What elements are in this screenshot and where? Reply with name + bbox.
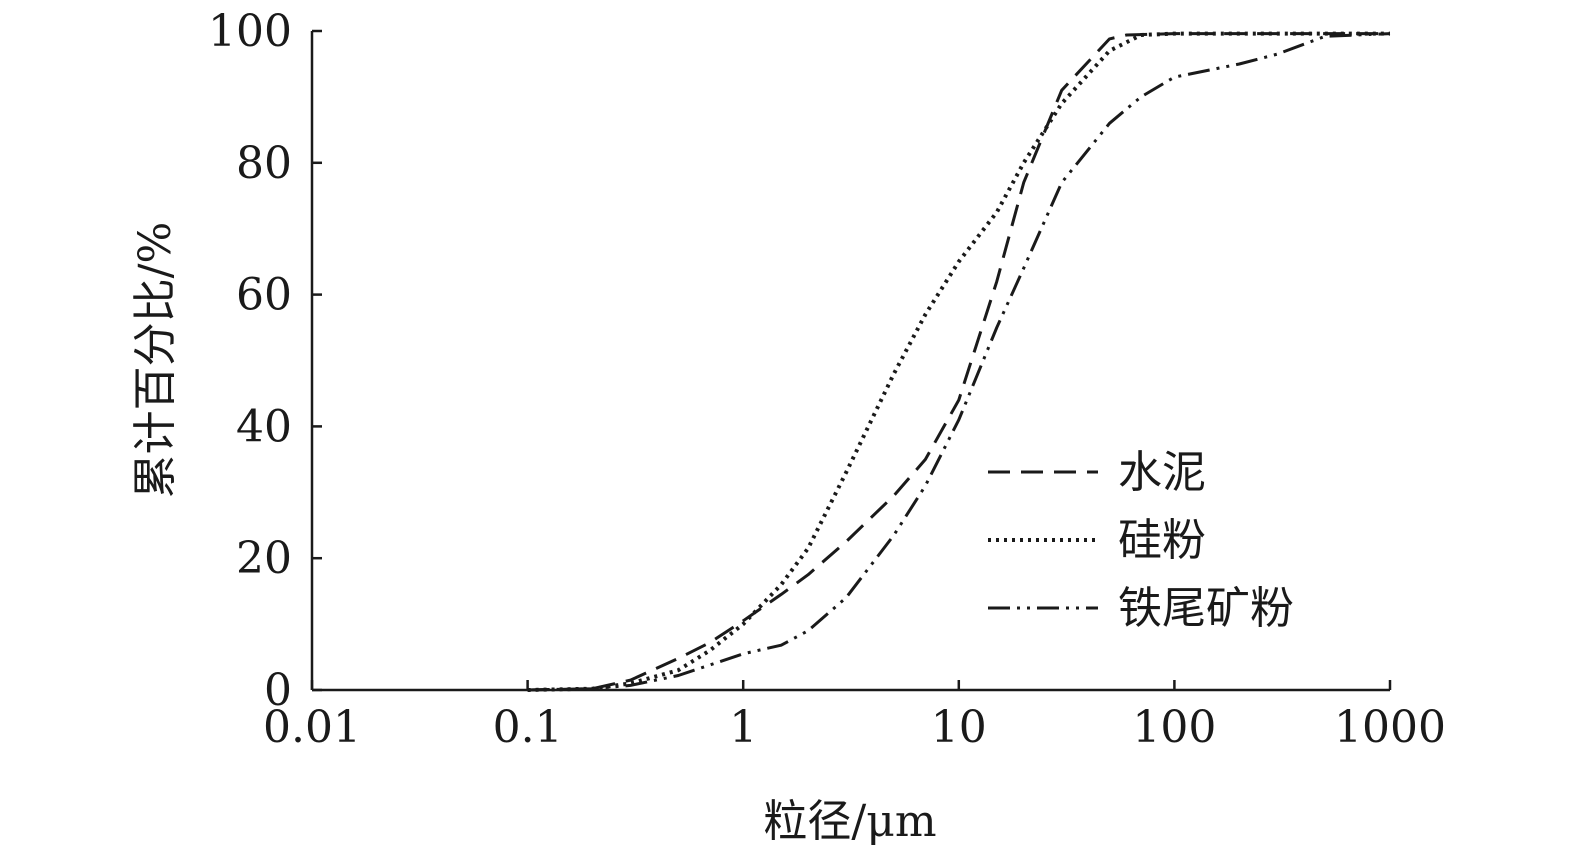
series-layer [527, 31, 1391, 692]
axes [310, 31, 1390, 692]
series-line-1 [527, 31, 1390, 692]
y-ticks: 0 20 40 60 80 100 [208, 6, 322, 716]
x-tick-label: 100 [1132, 702, 1216, 753]
y-tick-label: 40 [236, 401, 292, 452]
legend-label-2: 铁尾矿粉 [1118, 583, 1294, 634]
y-tick-label: 100 [208, 6, 292, 57]
y-axis-title: 累计百分比/% [130, 222, 181, 499]
legend-label-1: 硅粉 [1118, 515, 1206, 566]
y-tick-label: 0 [264, 665, 292, 716]
x-tick-label: 1 [729, 702, 757, 753]
y-tick-label: 80 [236, 138, 292, 189]
x-tick-label: 1000 [1334, 702, 1446, 753]
x-axis-title: 粒径/μm [763, 796, 936, 847]
x-tick-label: 0.1 [493, 702, 563, 753]
y-tick-label: 60 [236, 270, 292, 321]
legend-label-0: 水泥 [1118, 447, 1206, 498]
y-tick-label: 20 [236, 533, 292, 584]
x-tick-label: 10 [931, 702, 987, 753]
series-line-2 [527, 32, 1391, 692]
x-tick-label: 0.01 [263, 702, 361, 753]
x-ticks: 0.01 0.1 1 10 100 1000 [263, 680, 1446, 753]
